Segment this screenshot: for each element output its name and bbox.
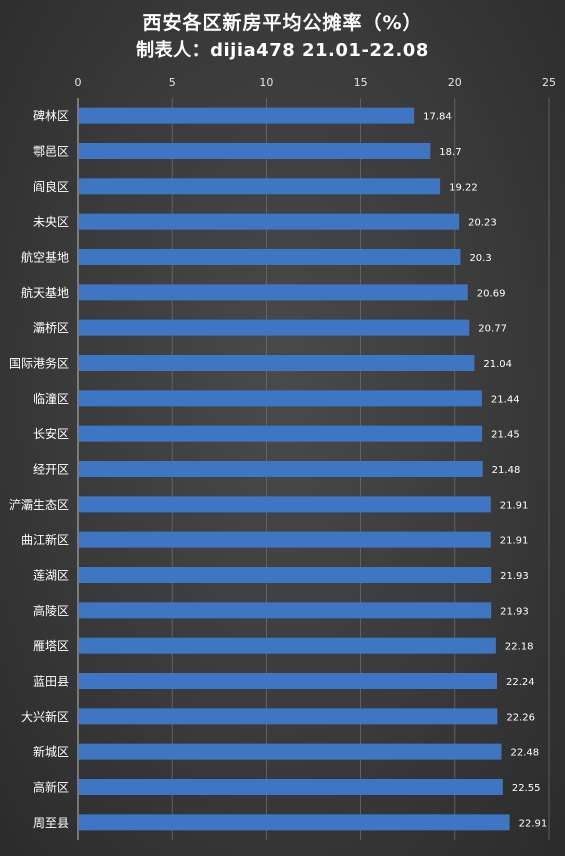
bar	[79, 567, 492, 583]
category-label: 曲江新区	[21, 532, 69, 547]
bar	[79, 355, 475, 371]
chart-subtitle: 制表人：dijia478 21.01-22.08	[136, 40, 429, 61]
data-label: 21.48	[492, 465, 521, 476]
data-label: 22.91	[519, 818, 548, 829]
x-tick-label: 25	[542, 76, 556, 89]
bar	[79, 708, 498, 725]
category-label: 碑林区	[33, 108, 69, 123]
data-label: 21.44	[491, 394, 520, 405]
category-label: 国际港务区	[9, 356, 69, 371]
category-label: 经开区	[33, 463, 69, 477]
data-label: 18.7	[439, 147, 461, 158]
category-label: 蓝田县	[33, 675, 69, 689]
chart-title: 西安各区新房平均公摊率（%）	[142, 12, 423, 34]
data-label: 17.84	[423, 112, 452, 123]
bar	[79, 743, 502, 760]
data-label: 19.22	[449, 182, 478, 193]
category-label: 新城区	[33, 744, 69, 759]
bar	[79, 496, 491, 513]
x-tick-label: 5	[169, 76, 176, 89]
x-tick-label: 10	[259, 76, 273, 89]
category-label: 大兴新区	[21, 709, 69, 724]
bar	[79, 213, 460, 230]
category-label: 浐灞生态区	[9, 498, 69, 512]
x-tick-label: 20	[448, 76, 462, 89]
bar	[79, 143, 431, 159]
bar	[79, 673, 498, 689]
data-label: 21.91	[500, 500, 529, 511]
data-label: 22.26	[506, 712, 535, 723]
data-label: 21.04	[483, 359, 512, 370]
category-label: 高陵区	[33, 603, 69, 618]
bar	[79, 814, 510, 831]
bar	[79, 178, 441, 195]
data-label: 21.93	[500, 571, 529, 582]
bar	[79, 602, 492, 619]
bar	[79, 461, 483, 477]
category-label: 航空基地	[21, 250, 69, 265]
data-label: 21.91	[500, 536, 529, 547]
bar	[79, 107, 415, 124]
data-label: 22.48	[511, 748, 540, 759]
category-label: 长安区	[33, 426, 69, 441]
data-label: 22.24	[506, 677, 535, 688]
data-label: 22.55	[512, 783, 541, 794]
category-label: 灞桥区	[33, 321, 69, 335]
category-label: 高新区	[33, 780, 69, 795]
x-tick-label: 15	[354, 76, 368, 89]
data-label: 22.18	[505, 642, 534, 653]
category-label: 未央区	[33, 215, 69, 229]
data-label: 21.45	[491, 430, 520, 441]
bar	[79, 779, 503, 795]
data-label: 20.69	[477, 288, 506, 299]
category-label: 周至县	[33, 816, 69, 830]
data-label: 20.3	[469, 253, 491, 264]
data-label: 20.77	[478, 324, 507, 335]
category-label: 阎良区	[33, 179, 69, 194]
bar	[79, 531, 491, 548]
bar	[79, 390, 482, 407]
bar	[79, 249, 461, 265]
category-label: 鄠邑区	[33, 145, 69, 159]
category-label: 莲湖区	[33, 568, 69, 583]
category-label: 临潼区	[33, 391, 69, 406]
bar	[79, 425, 483, 442]
category-label: 雁塔区	[33, 639, 69, 653]
bar	[79, 637, 496, 654]
data-label: 20.23	[468, 218, 497, 229]
x-tick-label: 0	[75, 76, 82, 89]
bar	[79, 284, 468, 301]
bar	[79, 319, 470, 336]
category-label: 航天基地	[21, 285, 69, 300]
data-label: 21.93	[500, 606, 529, 617]
